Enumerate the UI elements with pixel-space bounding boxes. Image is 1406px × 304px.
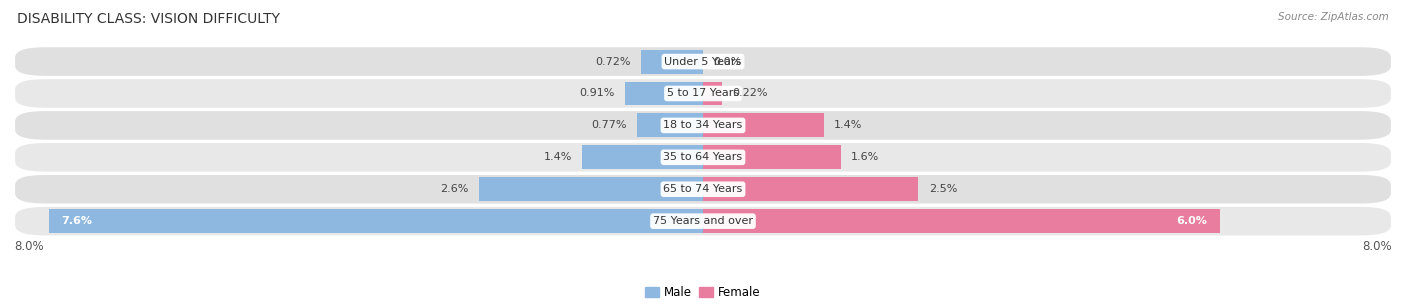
Text: DISABILITY CLASS: VISION DIFFICULTY: DISABILITY CLASS: VISION DIFFICULTY bbox=[17, 12, 280, 26]
Text: 65 to 74 Years: 65 to 74 Years bbox=[664, 184, 742, 194]
Text: 0.91%: 0.91% bbox=[579, 88, 614, 98]
Legend: Male, Female: Male, Female bbox=[641, 282, 765, 304]
Bar bbox=[48, 209, 703, 233]
Bar bbox=[479, 177, 703, 201]
Bar bbox=[637, 113, 703, 137]
FancyBboxPatch shape bbox=[14, 174, 1392, 205]
Bar bbox=[703, 177, 918, 201]
Text: 1.4%: 1.4% bbox=[834, 120, 862, 130]
Text: Under 5 Years: Under 5 Years bbox=[665, 57, 741, 67]
Bar bbox=[703, 209, 1219, 233]
Text: 7.6%: 7.6% bbox=[62, 216, 93, 226]
Text: 0.72%: 0.72% bbox=[595, 57, 631, 67]
Text: 2.5%: 2.5% bbox=[928, 184, 957, 194]
Text: Source: ZipAtlas.com: Source: ZipAtlas.com bbox=[1278, 12, 1389, 22]
Text: 5 to 17 Years: 5 to 17 Years bbox=[666, 88, 740, 98]
Text: 75 Years and over: 75 Years and over bbox=[652, 216, 754, 226]
FancyBboxPatch shape bbox=[14, 142, 1392, 173]
Text: 0.77%: 0.77% bbox=[591, 120, 626, 130]
FancyBboxPatch shape bbox=[14, 46, 1392, 77]
Text: 0.0%: 0.0% bbox=[713, 57, 741, 67]
FancyBboxPatch shape bbox=[14, 206, 1392, 237]
Text: 8.0%: 8.0% bbox=[14, 240, 44, 253]
Text: 8.0%: 8.0% bbox=[1362, 240, 1392, 253]
Bar bbox=[641, 50, 703, 74]
FancyBboxPatch shape bbox=[14, 78, 1392, 109]
Text: 35 to 64 Years: 35 to 64 Years bbox=[664, 152, 742, 162]
Bar bbox=[624, 81, 703, 105]
Bar bbox=[703, 113, 824, 137]
FancyBboxPatch shape bbox=[14, 110, 1392, 141]
Bar bbox=[703, 81, 721, 105]
Text: 1.4%: 1.4% bbox=[544, 152, 572, 162]
Text: 1.6%: 1.6% bbox=[851, 152, 879, 162]
Text: 0.22%: 0.22% bbox=[733, 88, 768, 98]
Bar bbox=[703, 145, 841, 169]
Bar bbox=[582, 145, 703, 169]
Text: 18 to 34 Years: 18 to 34 Years bbox=[664, 120, 742, 130]
Text: 6.0%: 6.0% bbox=[1175, 216, 1206, 226]
Text: 2.6%: 2.6% bbox=[440, 184, 468, 194]
